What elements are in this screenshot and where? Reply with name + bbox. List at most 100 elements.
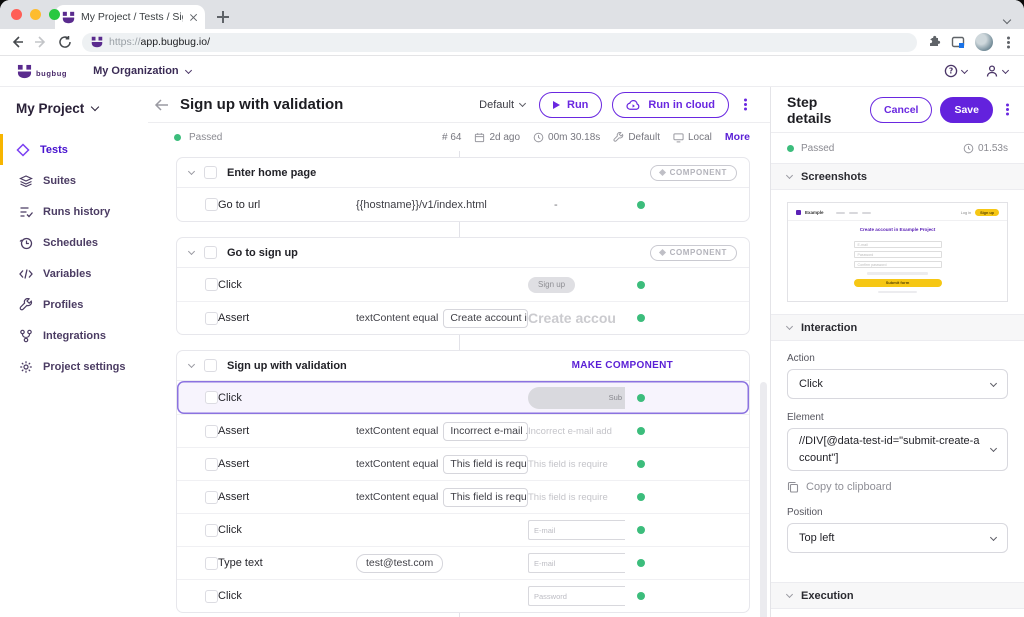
step-row[interactable]: Assert textContent equal This field is r…: [177, 447, 749, 480]
extensions-icon[interactable]: [927, 35, 941, 49]
step-menu-icon[interactable]: [1006, 108, 1009, 111]
checkbox[interactable]: [205, 491, 218, 504]
sidebar-item-variables[interactable]: Variables: [0, 258, 148, 289]
reload-icon[interactable]: [58, 35, 72, 49]
section-execution[interactable]: Execution: [771, 582, 1024, 609]
step-row[interactable]: Click E-mail: [177, 513, 749, 546]
last-run: 2d ago: [474, 132, 520, 143]
scrollbar-thumb[interactable]: [760, 382, 767, 617]
help-icon: ?: [944, 64, 958, 78]
step-row[interactable]: Click Sign up: [177, 268, 749, 301]
sidebar-item-label: Integrations: [43, 330, 106, 342]
passed-status-dot: [637, 592, 645, 600]
collapse-icon[interactable]: [188, 361, 195, 368]
sidebar-item-tests[interactable]: Tests: [0, 134, 148, 165]
new-tab-button[interactable]: [217, 11, 229, 23]
step-row[interactable]: Type text test@test.com E-mail: [177, 546, 749, 579]
sidebar-item-runs-history[interactable]: Runs history: [0, 196, 148, 227]
organization-selector[interactable]: My Organization: [93, 65, 191, 77]
project-selector[interactable]: My Project: [0, 101, 148, 116]
side-panel-icon[interactable]: [951, 35, 965, 49]
checkbox[interactable]: [205, 312, 218, 325]
bugbug-logo[interactable]: bugbug: [16, 64, 67, 79]
collapse-icon[interactable]: [188, 168, 195, 175]
profile-dropdown-value: Default: [479, 99, 514, 111]
back-icon[interactable]: [10, 35, 24, 49]
element-select[interactable]: //DIV[@data-test-id="submit-create-accou…: [787, 428, 1008, 471]
step-row[interactable]: Assert textContent equal Create account …: [177, 301, 749, 334]
copy-to-clipboard-button[interactable]: Copy to clipboard: [787, 481, 1008, 493]
position-select[interactable]: Top left: [787, 523, 1008, 553]
cancel-button[interactable]: Cancel: [870, 97, 932, 123]
checkbox[interactable]: [205, 458, 218, 471]
sidebar-item-profiles[interactable]: Profiles: [0, 289, 148, 320]
minimize-window-button[interactable]: [30, 9, 41, 20]
sidebar-item-label: Variables: [43, 268, 91, 280]
sidebar-item-integrations[interactable]: Integrations: [0, 320, 148, 351]
tab-search-icon[interactable]: [1004, 10, 1010, 28]
checkbox[interactable]: [204, 166, 217, 179]
checkbox[interactable]: [205, 524, 218, 537]
user-menu[interactable]: [985, 64, 1008, 78]
run-button[interactable]: Run: [539, 92, 602, 118]
sidebar-item-project-settings[interactable]: Project settings: [0, 351, 148, 382]
checkbox[interactable]: [205, 391, 218, 404]
layers-icon: [19, 174, 33, 188]
tab-close-icon[interactable]: [189, 13, 198, 22]
checkbox[interactable]: [205, 425, 218, 438]
close-window-button[interactable]: [11, 9, 22, 20]
browser-tab[interactable]: My Project / Tests / Sign up wi: [55, 5, 205, 29]
section-screenshots[interactable]: Screenshots: [771, 163, 1024, 190]
collapse-icon[interactable]: [188, 248, 195, 255]
zoom-window-button[interactable]: [49, 9, 60, 20]
element-preview-input: Password: [528, 586, 625, 606]
step-row[interactable]: Assert textContent equal Incorrect e-mai…: [177, 414, 749, 447]
save-button[interactable]: Save: [940, 97, 993, 123]
checkbox[interactable]: [205, 278, 218, 291]
sidebar-item-suites[interactable]: Suites: [0, 165, 148, 196]
test-header: Sign up with validation Default Run Run …: [148, 87, 770, 123]
schedule-clock-icon: [19, 236, 33, 250]
group-header[interactable]: Enter home page COMPONENT: [177, 158, 749, 188]
make-component-link[interactable]: MAKE COMPONENT: [572, 360, 673, 371]
collapse-icon: [786, 172, 793, 179]
run-state: Passed: [189, 132, 222, 143]
help-menu[interactable]: ?: [944, 64, 967, 78]
checkbox[interactable]: [204, 359, 217, 372]
step-row-selected[interactable]: Click Sub: [177, 381, 749, 414]
calendar-icon: [474, 132, 485, 143]
group-header[interactable]: Go to sign up COMPONENT: [177, 238, 749, 268]
step-action: Assert: [218, 491, 356, 503]
bugbug-logo-text: bugbug: [36, 69, 67, 79]
organization-name: My Organization: [93, 65, 179, 77]
group-header[interactable]: Sign up with validation MAKE COMPONENT: [177, 351, 749, 381]
back-arrow-icon[interactable]: [154, 98, 170, 112]
section-interaction[interactable]: Interaction: [771, 314, 1024, 341]
svg-text:?: ?: [949, 67, 953, 76]
step-preview: -: [528, 199, 558, 211]
checkbox[interactable]: [205, 198, 218, 211]
address-bar[interactable]: https://app.bugbug.io/: [82, 33, 917, 52]
action-select[interactable]: Click: [787, 369, 1008, 399]
step-action: Click: [218, 279, 356, 291]
more-link[interactable]: More: [725, 131, 750, 143]
run-in-cloud-button[interactable]: Run in cloud: [612, 92, 729, 118]
assert-condition: textContent equal: [356, 312, 438, 324]
checkbox[interactable]: [205, 557, 218, 570]
checkbox[interactable]: [204, 246, 217, 259]
forward-icon[interactable]: [34, 35, 48, 49]
step-row[interactable]: Assert textContent equal This field is r…: [177, 480, 749, 513]
element-preview-button: Sign up: [528, 277, 575, 293]
step-action: Assert: [218, 425, 356, 437]
step-row[interactable]: Go to url {{hostname}}/v1/index.html -: [177, 188, 749, 221]
browser-menu-icon[interactable]: [1007, 41, 1010, 44]
checkbox[interactable]: [205, 590, 218, 603]
component-badge: COMPONENT: [650, 165, 737, 181]
screenshot-thumbnail[interactable]: Example Log in Sign up Create account in…: [787, 202, 1008, 302]
sidebar-item-label: Runs history: [43, 206, 110, 218]
profile-dropdown[interactable]: Default: [479, 99, 525, 111]
sidebar-item-schedules[interactable]: Schedules: [0, 227, 148, 258]
browser-profile-avatar[interactable]: [975, 33, 993, 51]
test-menu-icon[interactable]: [744, 103, 747, 106]
step-row[interactable]: Click Password: [177, 579, 749, 612]
